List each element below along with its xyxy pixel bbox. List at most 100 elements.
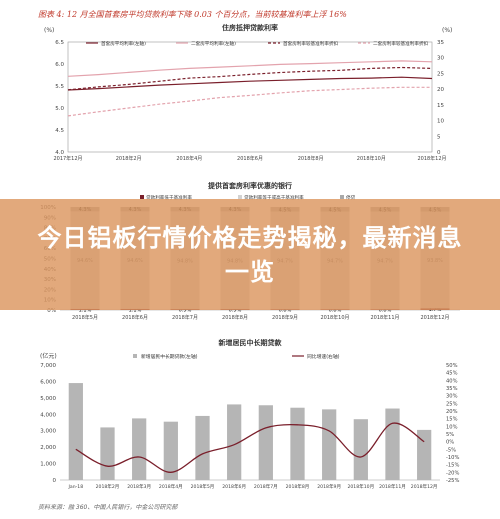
y-axis-label-left: (亿元): [40, 352, 57, 360]
bar-data-label: 0.8%: [379, 308, 392, 314]
y-tick-label-right: 25: [437, 71, 444, 77]
y-tick-label-left: 6.0: [55, 62, 64, 68]
legend-label: 贷款利率等于或高于基准利率: [244, 194, 304, 201]
y-axis-label-left: (%): [44, 27, 54, 34]
x-tick-label: 2017年12月: [53, 155, 82, 162]
y-tick-label-right: 25%: [446, 401, 458, 407]
chart-mortgage-rates: 住房抵押贷款利率 (%) (%) 4.0 4.5 5.0 5.5 6.0 6.5 0 5 10 15 20…: [44, 23, 452, 162]
y-tick-label-right: 35%: [446, 386, 458, 392]
bar: [132, 418, 147, 480]
x-tick-label: 2018年6月: [222, 483, 246, 490]
bar: [385, 408, 400, 480]
y-tick-label-right: 30%: [446, 394, 458, 400]
bar: [163, 421, 178, 480]
y-tick-label-right: 35: [437, 40, 444, 46]
legend-swatch: [133, 354, 137, 358]
bar: [258, 405, 273, 480]
y-tick-label-right: 50%: [446, 363, 458, 369]
y-tick-label-left: 6,000: [40, 379, 56, 385]
y-tick-label-right: 20%: [446, 409, 458, 415]
bar-data-label: 0.8%: [329, 308, 342, 314]
y-tick-label-left: 7,000: [40, 363, 56, 369]
y-tick-label-right: 15%: [446, 417, 458, 423]
y-tick-label-right: 5: [437, 134, 441, 140]
x-tick-label: 2018年12月: [411, 483, 438, 490]
bar-data-label: 0.8%: [279, 308, 292, 314]
bar-data-label: 0.9%: [229, 308, 242, 314]
legend-label: 新增居民中长期贷款(左轴): [141, 353, 198, 360]
y-tick-label-right: 0%: [446, 440, 454, 446]
x-tick-label: 2018年8月: [286, 483, 310, 490]
x-tick-label: 2018年6月: [237, 155, 263, 162]
x-tick-label: 2018年8月: [298, 155, 324, 162]
x-tick-label: 2018年5月: [72, 314, 98, 321]
x-tick-label: 2018年10月: [357, 155, 386, 162]
legend-swatch: [238, 195, 242, 199]
header-caption: 图表 4: 12 月全国首套房平均贷款利率下降 0.03 个百分点，当前较基准利…: [38, 10, 347, 19]
y-tick-label-left: 3,000: [40, 429, 56, 435]
x-tick-label: 2018年7月: [254, 483, 278, 490]
y-tick-label-left: 5.5: [55, 84, 64, 90]
x-tick-label: 2018年11月: [379, 483, 406, 490]
series-line: [75, 422, 425, 473]
y-tick-label-right: -10%: [446, 455, 459, 461]
series-line: [67, 66, 433, 91]
x-tick-label: 2018年9月: [317, 483, 341, 490]
legend-label: 停贷: [346, 194, 356, 201]
x-tick-label: Jan-18: [68, 484, 84, 490]
legend-label: 贷款利率低于基准利率: [146, 194, 192, 201]
x-tick-label: 2018年4月: [159, 483, 183, 490]
x-tick-label: 2018年10月: [320, 314, 349, 321]
bar-data-label: 0.9%: [179, 308, 192, 314]
x-tick-label: 2018年12月: [420, 314, 449, 321]
bar: [417, 429, 432, 480]
x-tick-label: 2018年5月: [191, 483, 215, 490]
legend-label: 二套房平均利率(左轴): [191, 40, 236, 47]
series-line: [67, 60, 433, 77]
bar: [322, 409, 337, 480]
x-tick-label: 2018年9月: [272, 314, 298, 321]
plot-frame: [67, 41, 433, 153]
title-banner: 今日铝板行情价格走势揭秘，最新消息一览: [0, 199, 500, 310]
y-tick-label-right: -20%: [446, 470, 459, 476]
x-tick-label: 2018年7月: [172, 314, 198, 321]
x-tick-label: 2018年10月: [347, 483, 374, 490]
x-tick-label: 2018年3月: [127, 483, 151, 490]
x-tick-label: 2018年11月: [370, 314, 399, 321]
legend-label: 首套房平均利率(左轴): [101, 40, 146, 47]
bar-data-label: 1.7%: [429, 307, 442, 313]
legend-label: 首套房利率较基准利率折扣: [283, 40, 339, 47]
banner-title: 今日铝板行情价格走势揭秘，最新消息一览: [37, 223, 463, 286]
y-tick-label-right: 40%: [446, 378, 458, 384]
bar: [68, 383, 83, 480]
series-line: [67, 76, 433, 91]
y-tick-label-left: 2,000: [40, 445, 56, 451]
y-axis-label-right: (%): [442, 27, 452, 34]
legend-label: 二套房利率较基准利率折扣: [373, 40, 429, 47]
y-tick-label-left: 4,000: [40, 412, 56, 418]
y-tick-label-right: 20: [437, 87, 444, 93]
legend-swatch: [340, 195, 344, 199]
y-tick-label-right: 10: [437, 119, 444, 125]
bar-data-label: 1.1%: [79, 307, 92, 313]
x-tick-label: 2018年4月: [176, 155, 202, 162]
y-tick-label-right: 30: [437, 56, 444, 62]
x-tick-label: 2018年12月: [417, 155, 446, 162]
legend-label: 同比增速(右轴): [307, 353, 340, 360]
y-tick-label-right: 15: [437, 103, 444, 109]
y-tick-label-right: 10%: [446, 424, 458, 430]
y-tick-label-left: 4.0: [55, 150, 64, 156]
x-tick-label: 2018年2月: [96, 483, 120, 490]
y-tick-label-right: -15%: [446, 463, 459, 469]
y-tick-label-right: 5%: [446, 432, 454, 438]
chart-title: 提供首套房利率优惠的银行: [207, 181, 292, 190]
bar: [100, 427, 115, 480]
y-tick-label-left: 5.0: [55, 106, 64, 112]
chart-household-loans: 新增居民中长期贷款 (亿元) 新增居民中长期贷款(左轴) 同比增速(右轴) 0 1,000…: [40, 338, 459, 490]
x-tick-label: 2018年6月: [122, 314, 148, 321]
source-caption: 资料来源：融 360、中国人民银行，中金公司研究部: [38, 504, 178, 511]
y-tick-label-right: 0: [437, 150, 441, 156]
y-tick-label-left: 1,000: [40, 462, 56, 468]
y-tick-label-right: 45%: [446, 371, 458, 377]
